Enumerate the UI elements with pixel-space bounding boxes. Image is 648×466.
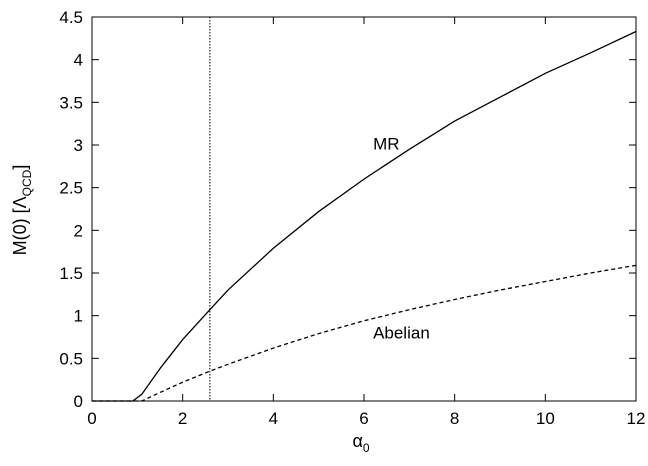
y-tick-label: 0.5	[59, 349, 83, 368]
x-axis-title-sub: 0	[363, 441, 370, 455]
x-axis-title-main: α	[352, 431, 362, 451]
y-tick-label: 1.5	[59, 264, 83, 283]
series-group	[92, 17, 637, 402]
y-tick-label: 3	[74, 136, 83, 155]
annotations-group: MR Abelian	[373, 134, 430, 342]
y-tick-label: 2	[74, 221, 83, 240]
y-axis-title-main: M(0) [Λ	[10, 196, 30, 255]
x-tick-label: 6	[359, 409, 368, 428]
plot-frame-group	[91, 16, 637, 402]
y-tick-label: 4.5	[59, 8, 83, 27]
annotation-abelian: Abelian	[373, 324, 430, 343]
x-tick-label: 2	[178, 409, 187, 428]
series-line-mr	[92, 30, 637, 402]
x-axis-title: α0	[352, 431, 369, 455]
x-tick-label: 10	[536, 409, 555, 428]
plot-area-frame	[91, 16, 637, 402]
y-tick-label: 1	[74, 307, 83, 326]
y-tick-label: 0	[74, 392, 83, 411]
x-tick-label: 12	[627, 409, 646, 428]
y-tick-label: 3.5	[59, 93, 83, 112]
y-tick-label: 2.5	[59, 179, 83, 198]
x-tick-label: 4	[269, 409, 278, 428]
annotation-mr: MR	[373, 134, 399, 153]
x-tick-label: 8	[450, 409, 459, 428]
x-tick-label: 0	[87, 409, 96, 428]
y-axis-title: M(0) [ΛQCD]	[10, 165, 34, 256]
y-tick-label: 4	[74, 51, 83, 70]
y-axis-title-close: ]	[10, 165, 30, 170]
ticks-group: 0 2 4 6 8 10 12 0 0.5 1 1.5 2 2.5 3 3.5 4 4.5	[59, 8, 645, 428]
y-axis-title-sub: QCD	[20, 169, 34, 196]
series-line-abelian	[92, 264, 637, 402]
